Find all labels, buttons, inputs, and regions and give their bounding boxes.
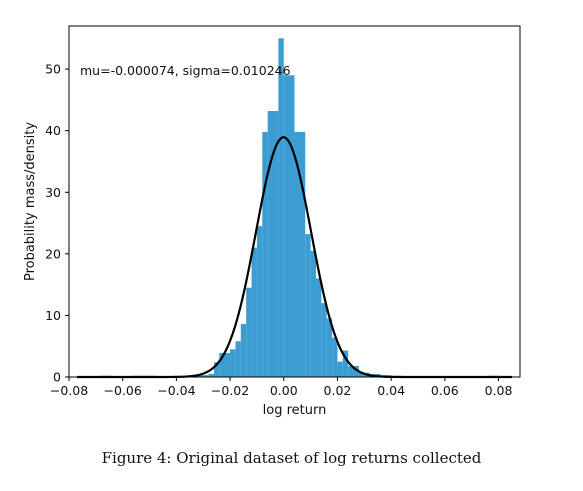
histogram-bar [305, 234, 311, 377]
x-tick-label: 0.04 [377, 383, 405, 398]
x-tick-label: −0.02 [211, 383, 249, 398]
x-tick-label: −0.08 [50, 383, 88, 398]
y-axis-label: Probability mass/density [23, 122, 38, 281]
x-axis-ticks: −0.08 −0.06 −0.04 −0.02 0.00 0.02 0.04 0.06 0.08 [50, 377, 513, 398]
histogram-bar [256, 226, 263, 377]
histogram-bar [251, 247, 257, 377]
histogram-bar [310, 250, 316, 377]
axes-frame [68, 25, 521, 378]
histogram-bar [337, 361, 343, 377]
histogram-bar [294, 131, 306, 377]
histogram-bar [235, 341, 241, 377]
histogram-bar [326, 318, 333, 377]
histogram-bar [246, 287, 252, 377]
x-tick-label: 0.00 [270, 383, 298, 398]
histogram-bar [262, 131, 268, 377]
y-tick-label: 40 [45, 123, 61, 138]
x-tick-label: 0.02 [324, 383, 352, 398]
histogram-bar [213, 362, 220, 377]
histogram-bars [79, 38, 510, 377]
y-tick-label: 10 [45, 308, 61, 323]
histogram-chart: −0.08 −0.06 −0.04 −0.02 0.00 0.02 0.04 0.06 0.08… [23, 25, 521, 418]
stats-annotation: mu=-0.000074, sigma=0.010246 [80, 63, 291, 78]
histogram-bar [283, 75, 295, 377]
y-axis-ticks: 0 10 20 30 40 50 [45, 62, 69, 385]
histogram-bar [348, 365, 359, 377]
histogram-bar [219, 352, 231, 377]
x-tick-label: −0.04 [157, 383, 195, 398]
histogram-bar [267, 110, 279, 377]
histogram-bar [332, 337, 338, 377]
histogram-bar [315, 278, 322, 377]
histogram-bar [321, 303, 327, 377]
y-tick-label: 0 [53, 370, 61, 385]
histogram-bar [240, 324, 247, 377]
x-tick-label: 0.06 [431, 383, 459, 398]
histogram-bar [208, 373, 214, 377]
histogram-bar [278, 38, 284, 377]
histogram-bar [197, 375, 209, 377]
x-tick-label: 0.08 [485, 383, 513, 398]
y-tick-label: 50 [45, 62, 61, 77]
figure-caption: Figure 4: Original dataset of log return… [101, 449, 482, 467]
y-tick-label: 20 [45, 246, 61, 261]
histogram-bar [230, 349, 236, 377]
histogram-bar [342, 350, 349, 377]
x-axis-label: log return [263, 403, 327, 418]
x-tick-label: −0.06 [104, 383, 142, 398]
y-tick-label: 30 [45, 185, 61, 200]
